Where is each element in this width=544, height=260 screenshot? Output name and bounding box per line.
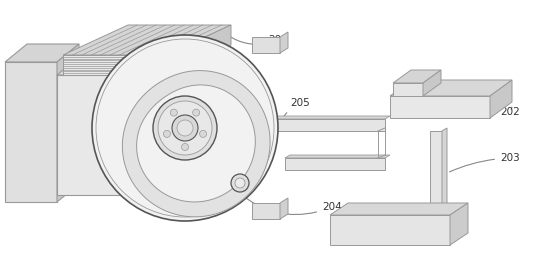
Polygon shape (63, 25, 231, 55)
Circle shape (158, 101, 212, 155)
Text: 203: 203 (449, 153, 520, 172)
Polygon shape (330, 203, 468, 215)
Circle shape (92, 35, 278, 221)
Circle shape (235, 178, 245, 188)
Polygon shape (280, 198, 288, 219)
Circle shape (177, 120, 193, 136)
Polygon shape (390, 96, 490, 118)
Polygon shape (490, 80, 512, 118)
Polygon shape (280, 32, 288, 53)
Polygon shape (57, 44, 79, 202)
Text: 204: 204 (240, 194, 342, 214)
Text: 205: 205 (281, 98, 310, 120)
Circle shape (231, 174, 249, 192)
Polygon shape (450, 203, 468, 245)
Polygon shape (393, 70, 441, 83)
Polygon shape (63, 55, 166, 75)
Polygon shape (285, 158, 385, 170)
Polygon shape (442, 128, 447, 215)
Polygon shape (270, 119, 385, 131)
Circle shape (153, 96, 217, 160)
Polygon shape (57, 75, 165, 195)
Polygon shape (165, 57, 187, 195)
Circle shape (172, 115, 198, 141)
Polygon shape (390, 80, 512, 96)
Polygon shape (270, 116, 390, 119)
Circle shape (163, 130, 170, 137)
Polygon shape (252, 203, 280, 219)
Polygon shape (137, 85, 255, 202)
Polygon shape (5, 44, 79, 62)
Polygon shape (122, 71, 270, 217)
Polygon shape (5, 62, 57, 202)
Polygon shape (423, 70, 441, 96)
Polygon shape (166, 25, 231, 75)
Text: 206: 206 (223, 32, 288, 45)
Circle shape (182, 144, 189, 151)
Polygon shape (393, 83, 423, 96)
Circle shape (170, 109, 177, 116)
Polygon shape (430, 131, 442, 215)
Circle shape (193, 109, 200, 116)
Polygon shape (57, 57, 187, 75)
Polygon shape (252, 37, 280, 53)
Polygon shape (285, 155, 390, 158)
Text: 202: 202 (500, 107, 520, 117)
Circle shape (200, 130, 207, 137)
Polygon shape (330, 215, 450, 245)
